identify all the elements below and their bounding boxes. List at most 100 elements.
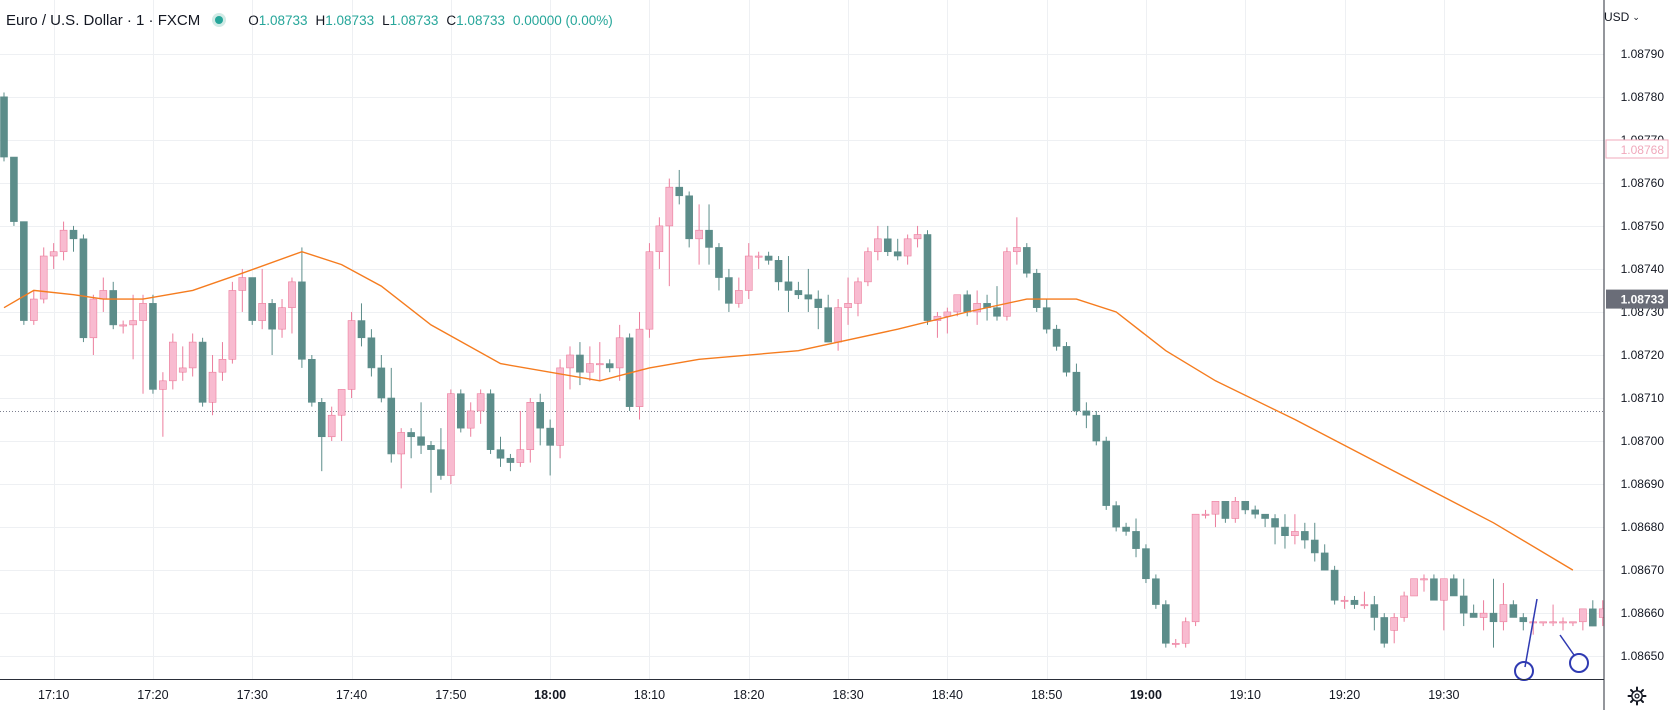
candle-body bbox=[1559, 621, 1567, 624]
candle-body bbox=[377, 367, 386, 399]
high-key: H bbox=[315, 12, 326, 28]
drawing-line-left[interactable] bbox=[1524, 598, 1538, 668]
candle bbox=[397, 428, 406, 489]
candle bbox=[864, 247, 872, 287]
candle bbox=[844, 277, 852, 325]
candle bbox=[1221, 500, 1230, 523]
candle-body bbox=[1330, 569, 1339, 601]
currency-selector[interactable]: USD ⌄ bbox=[1604, 6, 1640, 28]
candle-body bbox=[1430, 578, 1438, 601]
candle bbox=[576, 342, 584, 386]
candle-body bbox=[208, 371, 217, 403]
candle bbox=[1509, 600, 1518, 618]
candle bbox=[357, 303, 366, 347]
candle-body bbox=[1449, 578, 1458, 597]
candles bbox=[0, 92, 1617, 648]
candle bbox=[913, 225, 922, 248]
price-scale-background[interactable] bbox=[1604, 0, 1676, 710]
candle bbox=[1003, 247, 1011, 321]
candle bbox=[695, 204, 703, 265]
candle-body bbox=[1360, 604, 1369, 607]
candle bbox=[605, 359, 614, 373]
candle bbox=[89, 294, 98, 355]
candle bbox=[1430, 574, 1438, 601]
candle bbox=[1390, 613, 1398, 644]
time-tick-label: 17:50 bbox=[435, 688, 466, 702]
candle-body bbox=[397, 432, 406, 455]
candle-body bbox=[337, 389, 346, 416]
candle bbox=[883, 225, 892, 257]
candle bbox=[516, 410, 525, 467]
candle bbox=[1350, 595, 1359, 609]
candle-body bbox=[298, 281, 306, 360]
marked-price-tag: 1.08768 bbox=[1605, 139, 1669, 159]
gear-icon[interactable] bbox=[1626, 685, 1648, 707]
candle-body bbox=[149, 303, 157, 390]
candle-body bbox=[1489, 612, 1498, 623]
candle-body bbox=[1152, 578, 1160, 605]
candle-body bbox=[29, 298, 38, 321]
candle bbox=[1420, 574, 1428, 592]
price-scale[interactable]: 1.08650 1.08660 1.08670 1.08680 1.08690 1.087… bbox=[1621, 47, 1665, 663]
candle-body bbox=[1132, 531, 1140, 549]
candle-body bbox=[188, 341, 197, 369]
candle-body bbox=[1112, 505, 1120, 528]
currency-label: USD bbox=[1604, 10, 1630, 24]
candle bbox=[814, 290, 823, 330]
candle-body bbox=[447, 393, 455, 476]
candle-body bbox=[1062, 346, 1071, 373]
candle bbox=[566, 346, 574, 390]
candle-body bbox=[695, 229, 703, 240]
candle-body bbox=[278, 307, 286, 330]
marked-price-label: 1.08768 bbox=[1621, 143, 1665, 157]
user-drawings[interactable] bbox=[1514, 598, 1589, 681]
candle-body bbox=[506, 457, 515, 463]
candle bbox=[278, 299, 286, 338]
candle bbox=[973, 290, 981, 325]
high-value: 1.08733 bbox=[325, 12, 375, 28]
candle-body bbox=[1201, 513, 1210, 516]
time-tick-label: 19:10 bbox=[1230, 688, 1261, 702]
candle bbox=[258, 268, 266, 330]
time-tick-label: 17:30 bbox=[237, 688, 268, 702]
chevron-down-icon: ⌄ bbox=[1632, 11, 1640, 22]
candle-body bbox=[705, 229, 713, 248]
candle bbox=[764, 251, 773, 265]
candle bbox=[526, 398, 535, 463]
candle-body bbox=[794, 290, 803, 296]
candle-body bbox=[79, 238, 88, 339]
change-value: 0.00000 (0.00%) bbox=[512, 12, 613, 28]
candle bbox=[1241, 500, 1250, 515]
drawing-circle-right[interactable] bbox=[1569, 653, 1589, 673]
candle bbox=[59, 221, 68, 261]
candle bbox=[1281, 514, 1289, 549]
candle-body bbox=[427, 445, 435, 450]
drawing-circle-left[interactable] bbox=[1514, 661, 1534, 681]
candle bbox=[99, 277, 108, 312]
candle bbox=[248, 277, 257, 325]
candle-body bbox=[1181, 621, 1190, 644]
candle-body bbox=[715, 247, 723, 278]
candle bbox=[476, 389, 485, 424]
market-status-icon[interactable] bbox=[212, 13, 227, 27]
candle bbox=[1370, 595, 1379, 631]
candle bbox=[496, 436, 505, 467]
candle-body bbox=[1420, 578, 1428, 581]
candle-body bbox=[169, 341, 177, 382]
candle-body bbox=[407, 432, 415, 438]
candle-body bbox=[536, 402, 545, 429]
candle bbox=[1122, 522, 1130, 536]
candle bbox=[1589, 600, 1597, 627]
candle-body bbox=[347, 320, 356, 390]
candle-body bbox=[1579, 608, 1587, 623]
candle bbox=[744, 243, 753, 300]
drawing-line-right[interactable] bbox=[1559, 634, 1575, 656]
candle-body bbox=[754, 255, 763, 258]
symbol-title[interactable]: Euro / U.S. Dollar · 1 · FXCM bbox=[6, 11, 201, 29]
candle-body bbox=[238, 277, 247, 291]
candle bbox=[347, 311, 356, 399]
candle-body bbox=[804, 294, 813, 300]
time-scale[interactable]: 17:10 17:20 17:30 17:40 17:50 18:00 18:10 18:20… bbox=[38, 688, 1460, 702]
